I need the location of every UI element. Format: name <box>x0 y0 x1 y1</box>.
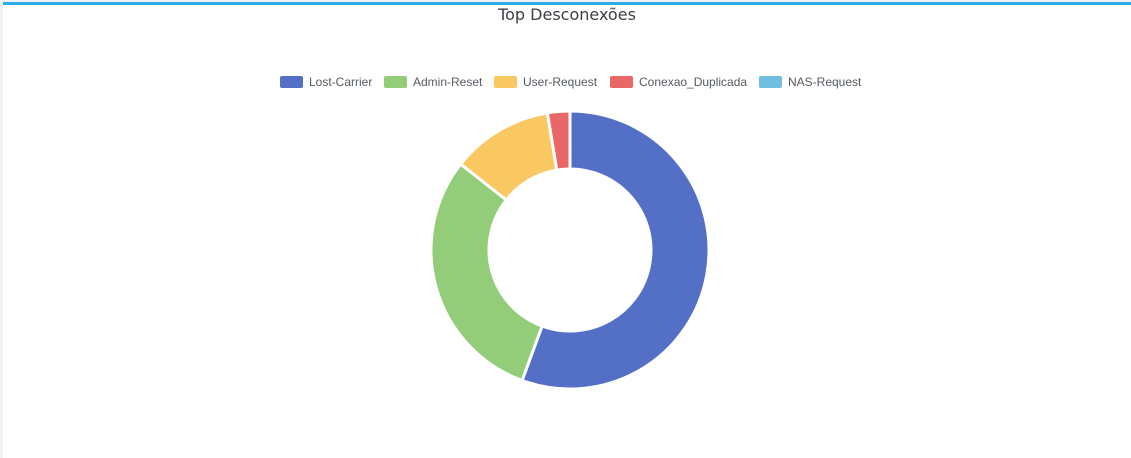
legend-item-nas-request[interactable]: NAS-Request <box>759 75 862 89</box>
legend-label: NAS-Request <box>788 75 862 89</box>
slice-conexao-duplicada[interactable] <box>545 109 572 172</box>
legend-item-user-request[interactable]: User-Request <box>494 75 598 89</box>
legend-label: Lost-Carrier <box>309 75 372 89</box>
legend-label: Conexao_Duplicada <box>639 75 747 89</box>
legend-item-admin-reset[interactable]: Admin-Reset <box>384 75 483 89</box>
legend-swatch <box>280 76 303 88</box>
legend-swatch <box>384 76 407 88</box>
legend-swatch <box>610 76 633 88</box>
chart-title: Top Desconexões <box>498 5 636 24</box>
legend-swatch <box>494 76 517 88</box>
legend-item-lost-carrier[interactable]: Lost-Carrier <box>280 75 372 89</box>
legend-label: Admin-Reset <box>413 75 483 89</box>
legend-item-conexao-duplicada[interactable]: Conexao_Duplicada <box>610 75 747 89</box>
legend-label: User-Request <box>523 75 598 89</box>
slice-lost-carrier[interactable] <box>520 109 711 391</box>
chart-legend: Lost-Carrier Admin-Reset User-Request Conex… <box>280 75 862 89</box>
slice-admin-reset[interactable] <box>429 162 544 382</box>
chart-slices <box>429 109 711 391</box>
legend-swatch <box>759 76 782 88</box>
